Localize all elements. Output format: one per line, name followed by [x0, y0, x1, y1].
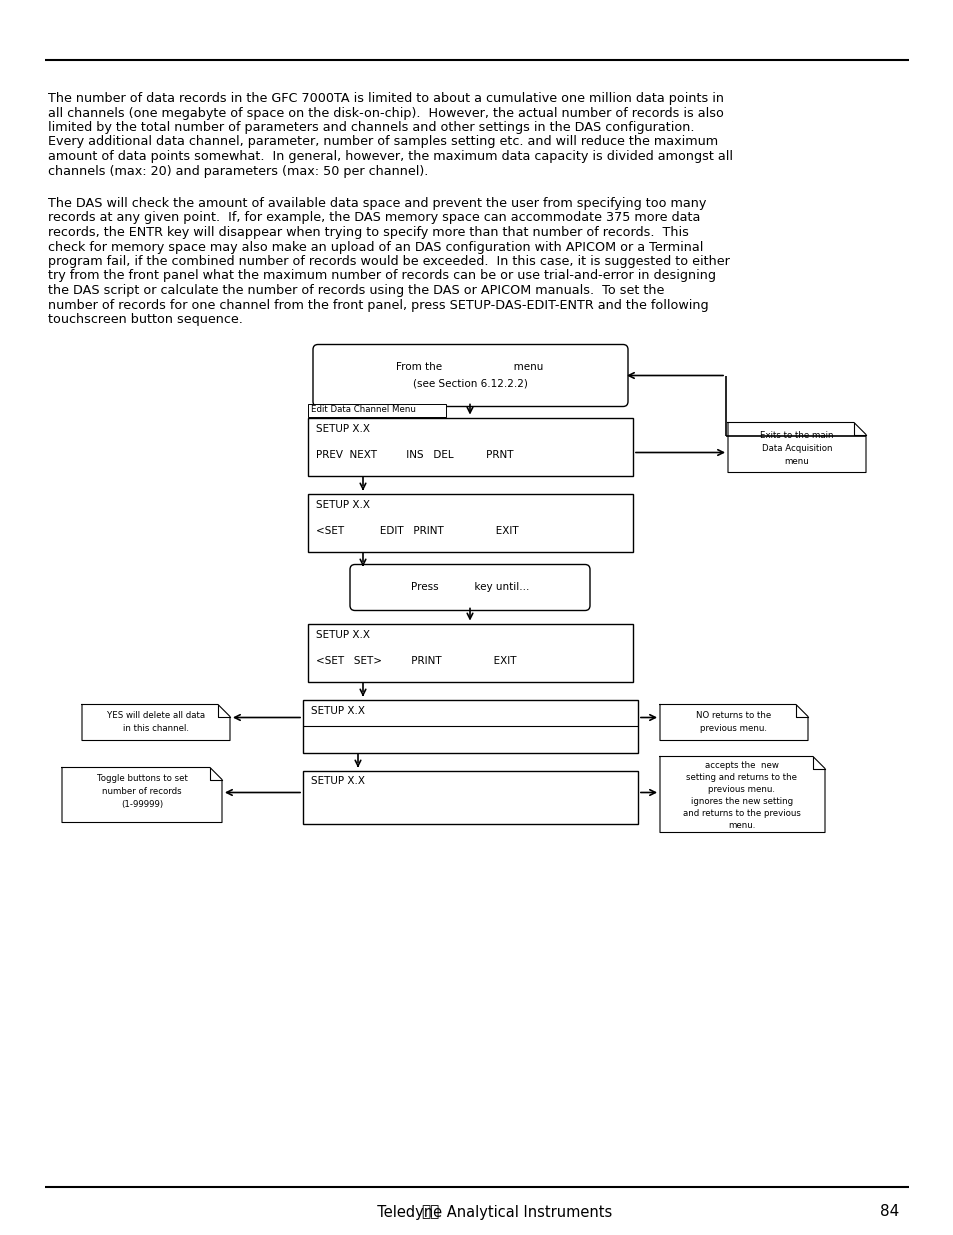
Text: setting and returns to the: setting and returns to the	[686, 773, 797, 782]
Text: (1-99999): (1-99999)	[121, 800, 163, 809]
Text: try from the front panel what the maximum number of records can be or use trial-: try from the front panel what the maximu…	[48, 269, 716, 283]
FancyBboxPatch shape	[313, 345, 627, 406]
Bar	[308, 624, 633, 682]
Bar	[308, 404, 446, 416]
Text: <SET   SET>         PRINT                EXIT: <SET SET> PRINT EXIT	[315, 656, 516, 666]
Bar	[308, 417, 633, 475]
Text: PREV  NEXT         INS   DEL          PRNT: PREV NEXT INS DEL PRNT	[315, 450, 513, 459]
Text: <SET           EDIT   PRINT                EXIT: <SET EDIT PRINT EXIT	[315, 526, 518, 536]
Text: SETUP X.X: SETUP X.X	[315, 630, 370, 640]
Text: menu.: menu.	[727, 821, 755, 830]
Text: SETUP X.X: SETUP X.X	[311, 777, 365, 787]
Text: The number of data records in the GFC 7000TA is limited to about a cumulative on: The number of data records in the GFC 70…	[48, 91, 723, 105]
Text: the DAS script or calculate the number of records using the DAS or APICOM manual: the DAS script or calculate the number o…	[48, 284, 663, 296]
Text: Every additional data channel, parameter, number of samples setting etc. and wil: Every additional data channel, parameter…	[48, 136, 718, 148]
Bar	[303, 699, 638, 752]
Text: 84: 84	[880, 1204, 899, 1219]
Text: check for memory space may also make an upload of an DAS configuration with APIC: check for memory space may also make an …	[48, 241, 702, 253]
Text: accepts the  new: accepts the new	[704, 761, 778, 769]
Text: Exits to the main: Exits to the main	[760, 431, 833, 440]
Text: in this channel.: in this channel.	[123, 724, 189, 734]
Text: program fail, if the combined number of records would be exceeded.  In this case: program fail, if the combined number of …	[48, 254, 729, 268]
Text: previous menu.: previous menu.	[708, 785, 775, 794]
Text: number of records for one channel from the front panel, press SETUP-DAS-EDIT-ENT: number of records for one channel from t…	[48, 299, 708, 311]
Text: Data Acquisition: Data Acquisition	[760, 445, 831, 453]
Text: (see Section 6.12.2.2): (see Section 6.12.2.2)	[412, 378, 527, 389]
Text: SETUP X.X: SETUP X.X	[311, 705, 365, 715]
Text: 🌲🌲: 🌲🌲	[420, 1204, 438, 1219]
Text: records, the ENTR key will disappear when trying to specify more than that numbe: records, the ENTR key will disappear whe…	[48, 226, 688, 240]
Text: SETUP X.X: SETUP X.X	[315, 499, 370, 510]
Text: amount of data points somewhat.  In general, however, the maximum data capacity : amount of data points somewhat. In gener…	[48, 149, 732, 163]
Text: SETUP X.X: SETUP X.X	[315, 424, 370, 433]
Text: menu: menu	[783, 457, 808, 466]
Bar	[308, 494, 633, 552]
Bar	[303, 771, 638, 824]
Text: YES will delete all data: YES will delete all data	[107, 711, 205, 720]
Text: The DAS will check the amount of available data space and prevent the user from : The DAS will check the amount of availab…	[48, 198, 705, 210]
Text: previous menu.: previous menu.	[700, 724, 767, 734]
Text: From the                      menu: From the menu	[395, 362, 543, 372]
Text: limited by the total number of parameters and channels and other settings in the: limited by the total number of parameter…	[48, 121, 694, 135]
Text: and returns to the previous: and returns to the previous	[682, 809, 801, 818]
Text: channels (max: 20) and parameters (max: 50 per channel).: channels (max: 20) and parameters (max: …	[48, 164, 428, 178]
Text: NO returns to the: NO returns to the	[696, 711, 771, 720]
Text: Edit Data Channel Menu: Edit Data Channel Menu	[311, 405, 416, 414]
Text: touchscreen button sequence.: touchscreen button sequence.	[48, 312, 243, 326]
Text: ignores the new setting: ignores the new setting	[690, 797, 792, 806]
Text: Teledyne Analytical Instruments: Teledyne Analytical Instruments	[368, 1204, 612, 1219]
FancyBboxPatch shape	[350, 564, 589, 610]
Text: number of records: number of records	[102, 787, 182, 797]
Text: records at any given point.  If, for example, the DAS memory space can accommoda: records at any given point. If, for exam…	[48, 211, 700, 225]
Text: Press           key until...: Press key until...	[411, 583, 529, 593]
Text: Toggle buttons to set: Toggle buttons to set	[96, 774, 187, 783]
Text: all channels (one megabyte of space on the disk-on-chip).  However, the actual n: all channels (one megabyte of space on t…	[48, 106, 723, 120]
